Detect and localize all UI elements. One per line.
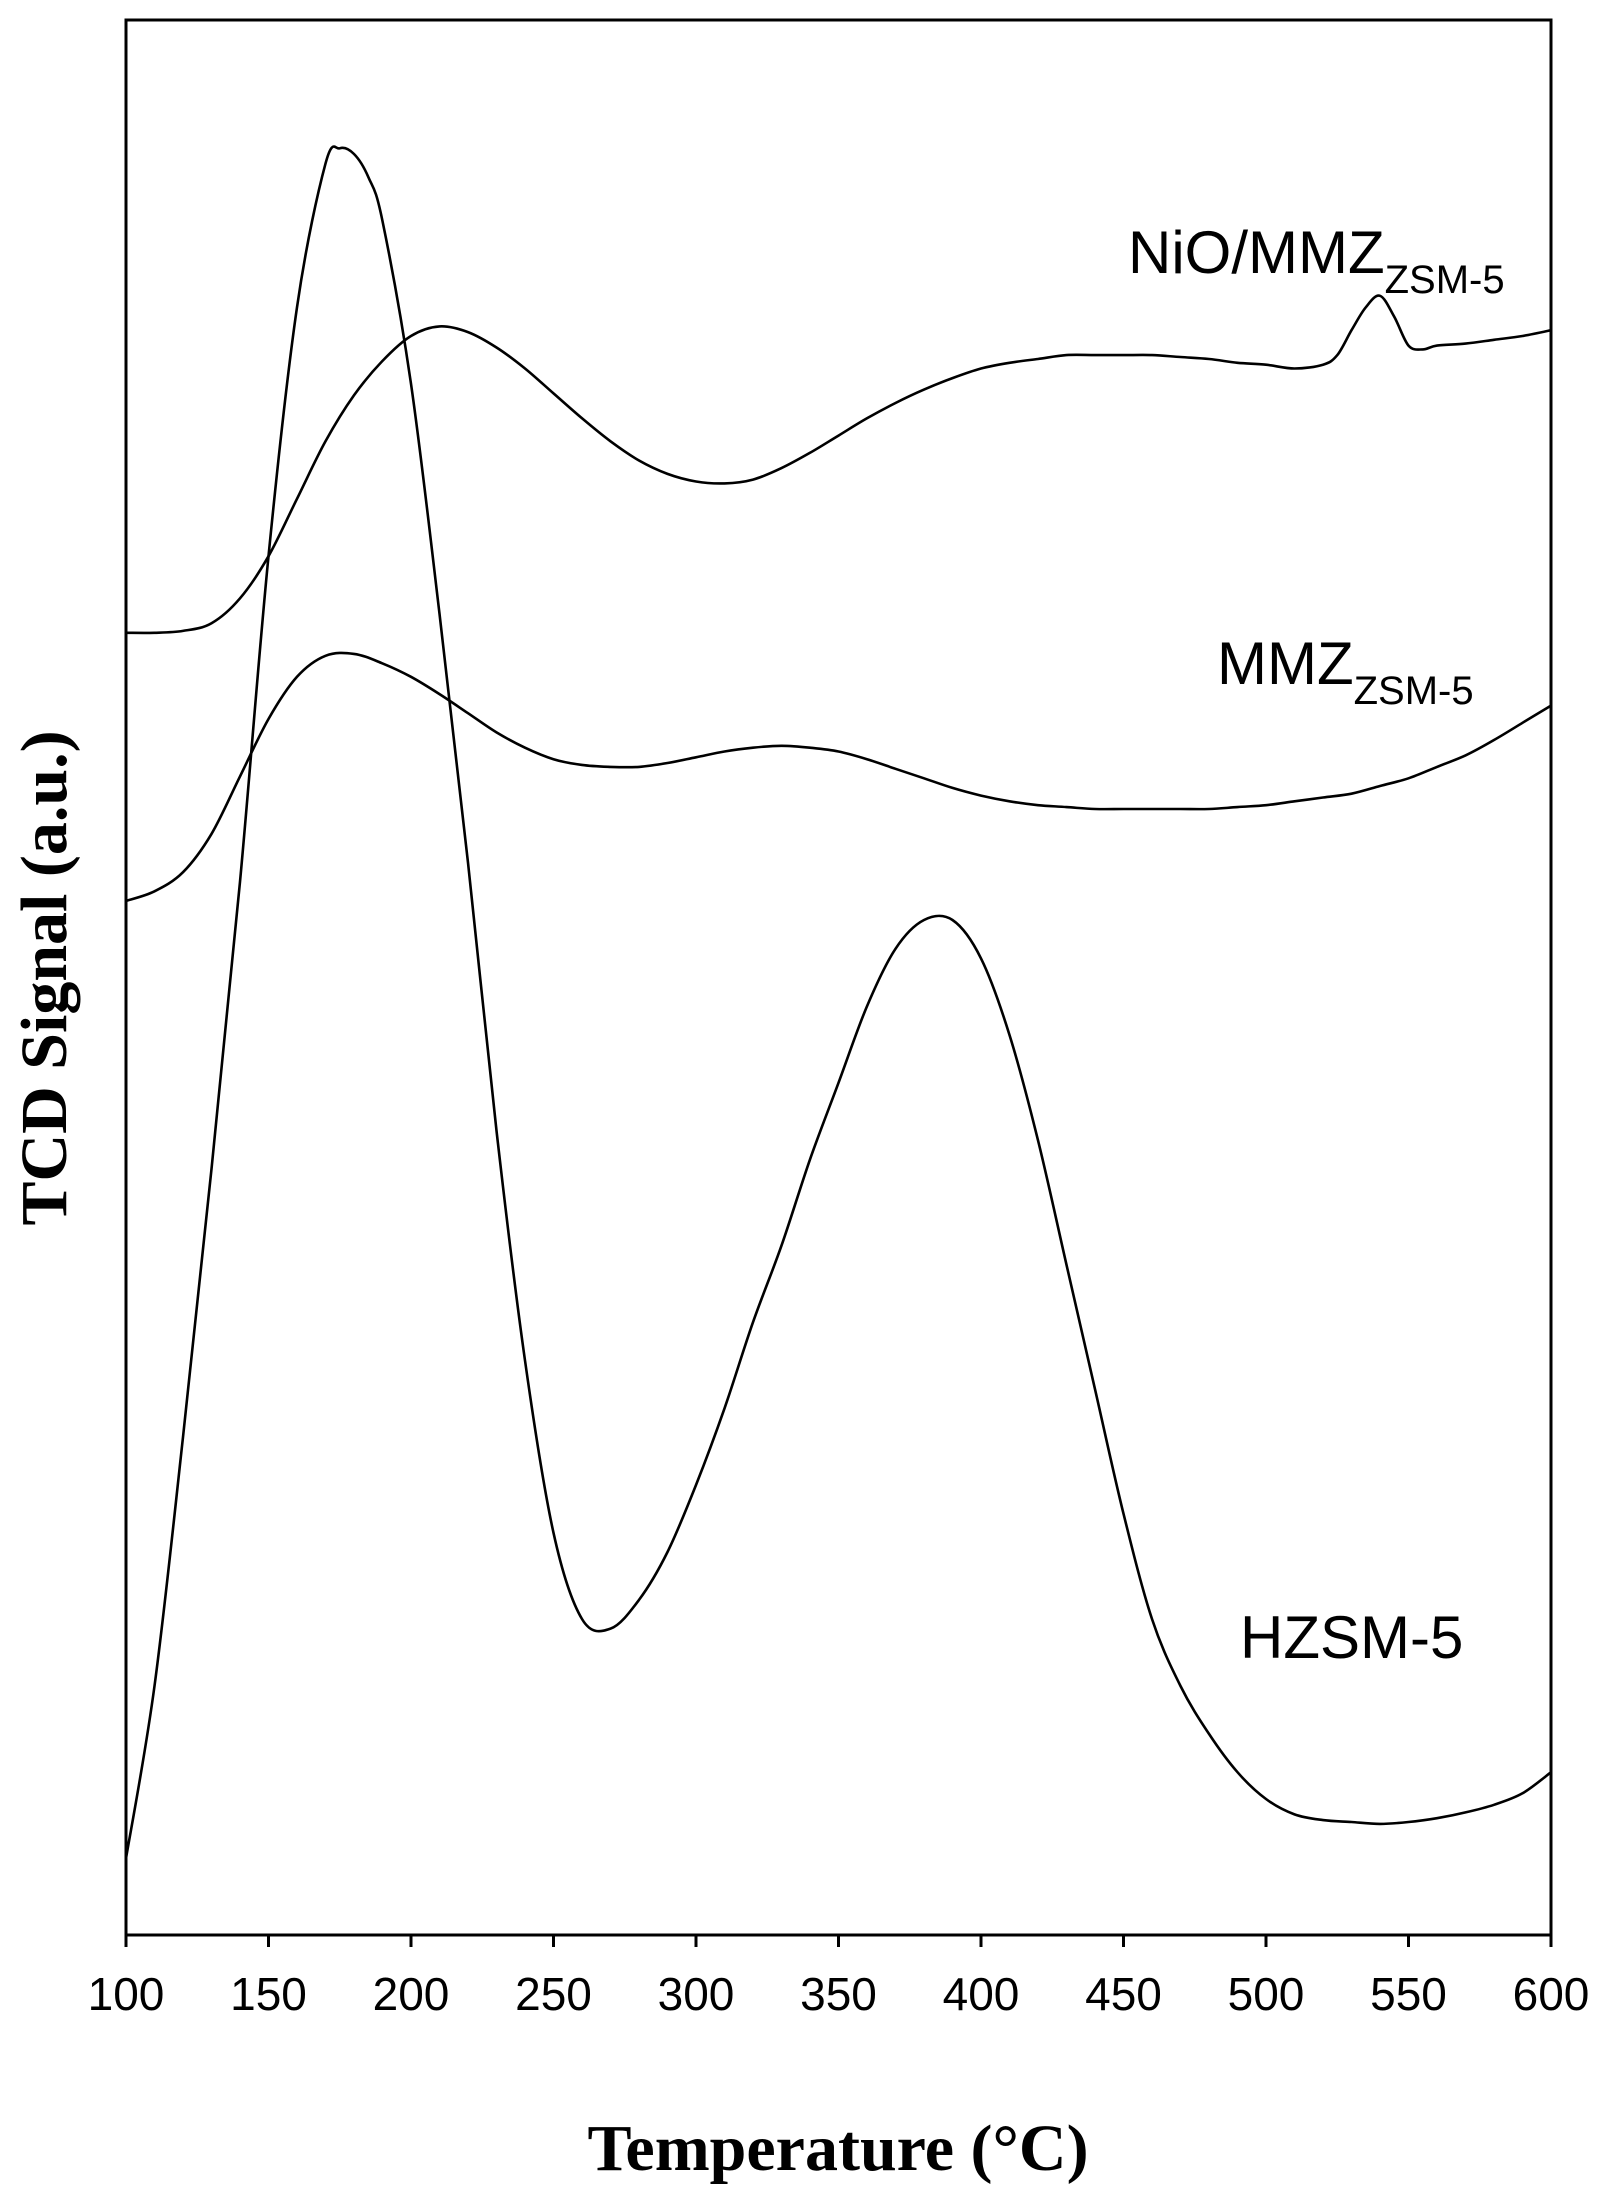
series-line-nio-mmz — [124, 294, 1553, 635]
y-axis-title: TCD Signal (a.u.) — [8, 730, 81, 1225]
series-label-hzsm5: HZSM-5 — [1240, 1604, 1463, 1671]
x-tick-label: 300 — [658, 1968, 735, 2020]
x-tick-label: 500 — [1228, 1968, 1305, 2020]
x-tick-label: 250 — [515, 1968, 592, 2020]
x-axis-ticks: 100 150 200 250 300 350 400 450 500 550 600 — [88, 1935, 1590, 2020]
x-axis-title: Temperature (°C) — [587, 2112, 1088, 2185]
x-tick-label: 600 — [1513, 1968, 1590, 2020]
series-line-mmz — [124, 651, 1553, 903]
x-tick-label: 350 — [800, 1968, 877, 2020]
x-tick-label: 450 — [1085, 1968, 1162, 2020]
series-lines — [124, 145, 1553, 1860]
x-tick-label: 200 — [373, 1968, 450, 2020]
x-tick-label: 550 — [1370, 1968, 1447, 2020]
x-tick-label: 400 — [943, 1968, 1020, 2020]
series-line-hzsm-5 — [124, 145, 1553, 1860]
x-tick-label: 150 — [230, 1968, 307, 2020]
x-tick-label: 100 — [88, 1968, 165, 2020]
series-label-mmz: MMZZSM-5 — [1217, 630, 1474, 713]
series-label-nio-mmz: NiO/MMZZSM-5 — [1128, 219, 1505, 302]
